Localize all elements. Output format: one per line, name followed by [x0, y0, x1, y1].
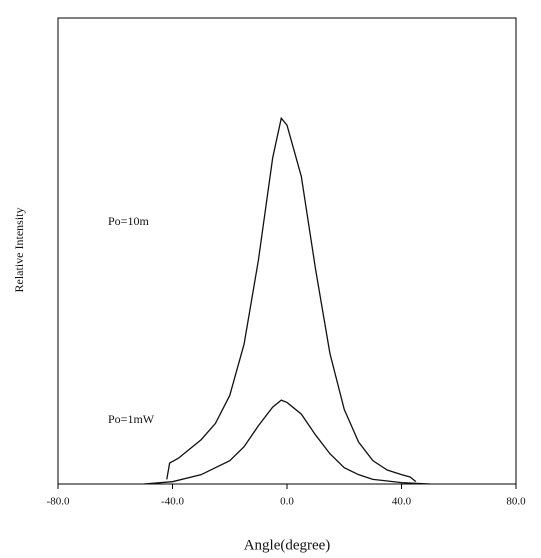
x-tick-label: -80.0	[47, 496, 70, 508]
series-annotation: Po=1mW	[108, 412, 155, 426]
x-tick-label: 40.0	[392, 496, 412, 508]
y-axis-label: Relative Intensity	[12, 208, 26, 293]
series-annotation: Po=10m	[108, 214, 149, 228]
x-tick-label: 0.0	[280, 496, 294, 508]
x-tick-label: -40.0	[161, 496, 184, 508]
series-line	[166, 116, 417, 483]
series-line	[143, 399, 431, 485]
x-tick-label: 80.0	[506, 496, 526, 508]
x-axis-label: Angle(degree)	[244, 537, 331, 553]
